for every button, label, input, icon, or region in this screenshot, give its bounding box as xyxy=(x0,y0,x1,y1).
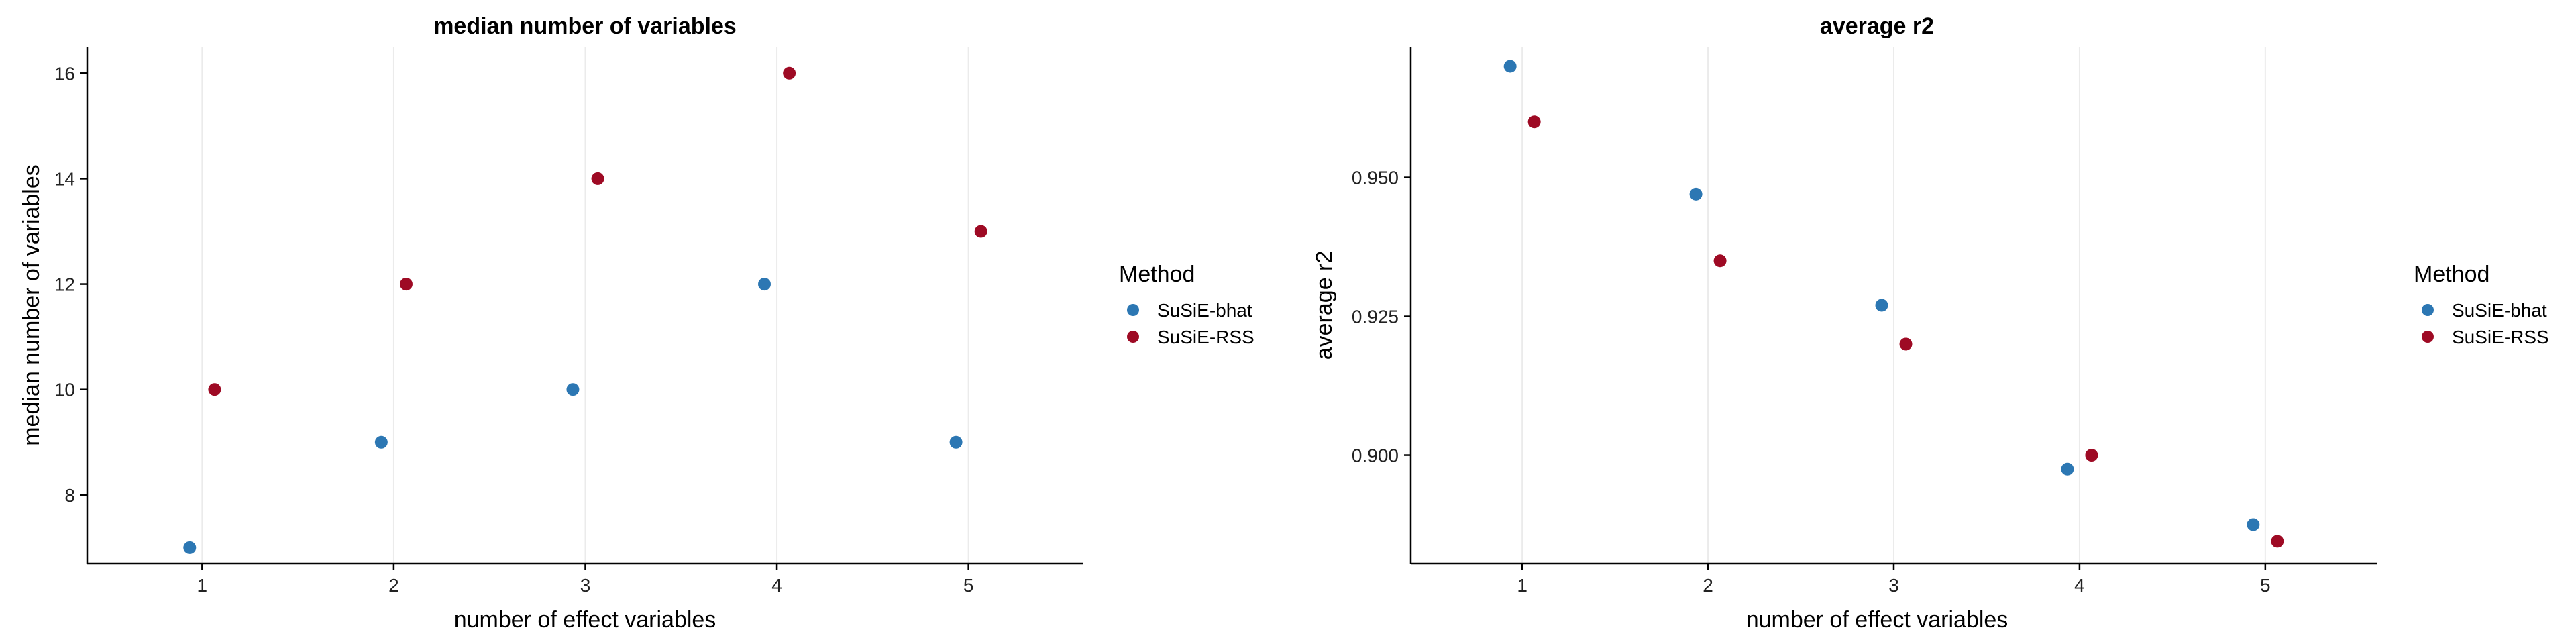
legend-label-susie-bhat: SuSiE-bhat xyxy=(1157,300,1252,321)
legend: Method SuSiE-bhat SuSiE-RSS xyxy=(1119,262,1254,347)
data-point-susie-bhat-x5 xyxy=(2247,518,2260,531)
x-tick-label-3: 3 xyxy=(1888,575,1899,596)
data-point-susie-rss-x1 xyxy=(1527,115,1541,129)
data-point-susie-bhat-x3 xyxy=(566,383,580,396)
data-point-susie-rss-x5 xyxy=(2271,535,2284,548)
y-tick-label-0-950: 0.950 xyxy=(1352,168,1399,189)
data-point-susie-bhat-x3 xyxy=(1875,299,1888,312)
x-tick-label-5: 5 xyxy=(2260,575,2271,596)
legend-title: Method xyxy=(1119,262,1195,287)
x-tick-label-4: 4 xyxy=(2074,575,2085,596)
data-points xyxy=(1503,60,2284,548)
data-point-susie-rss-x3 xyxy=(1899,337,1913,351)
y-tick-label-0-925: 0.925 xyxy=(1352,307,1399,327)
x-axis-title: number of effect variables xyxy=(454,607,716,633)
legend-label-susie-rss: SuSiE-RSS xyxy=(1157,327,1254,347)
y-axis-title: average r2 xyxy=(1311,251,1337,360)
data-point-susie-rss-x2 xyxy=(399,278,413,291)
legend-key-susie-bhat xyxy=(2422,304,2434,316)
x-tick-label-2: 2 xyxy=(1703,575,1713,596)
legend-key-susie-bhat xyxy=(1127,304,1139,316)
data-point-susie-bhat-x1 xyxy=(183,541,197,554)
data-point-susie-bhat-x2 xyxy=(374,435,388,449)
chart-title: average r2 xyxy=(1820,13,1934,39)
data-point-susie-bhat-x1 xyxy=(1503,60,1517,73)
data-point-susie-rss-x5 xyxy=(974,225,987,238)
data-point-susie-rss-x2 xyxy=(1713,254,1727,268)
legend-label-susie-rss: SuSiE-RSS xyxy=(2452,327,2549,347)
data-point-susie-rss-x4 xyxy=(2085,449,2098,462)
legend-key-susie-rss xyxy=(2422,331,2434,343)
x-tick-label-1: 1 xyxy=(1517,575,1527,596)
data-point-susie-bhat-x2 xyxy=(1689,187,1703,201)
data-points xyxy=(183,66,987,554)
data-point-susie-bhat-x5 xyxy=(949,435,963,449)
y-tick-label-16: 16 xyxy=(54,63,75,84)
y-tick-label-0-900: 0.900 xyxy=(1352,445,1399,466)
data-point-susie-rss-x1 xyxy=(208,383,221,396)
x-tick-label-5: 5 xyxy=(963,575,974,596)
data-point-susie-bhat-x4 xyxy=(758,278,771,291)
legend-title: Method xyxy=(2414,262,2489,287)
y-tick-label-12: 12 xyxy=(54,274,75,295)
gridlines xyxy=(1521,47,2266,564)
axis-ticks: 1 2 3 4 5 0.900 0.925 0.950 xyxy=(1352,168,2271,596)
legend: Method SuSiE-bhat SuSiE-RSS xyxy=(2414,262,2549,347)
data-point-susie-rss-x4 xyxy=(783,66,796,80)
gridlines xyxy=(201,47,969,564)
chart-panel-median-number-of-variables: median number of variables number of eff… xyxy=(19,13,1254,633)
legend-key-susie-rss xyxy=(1127,331,1139,343)
chart-panel-average-r2: average r2 number of effect variables av… xyxy=(1311,13,2549,633)
x-tick-label-3: 3 xyxy=(580,575,591,596)
data-point-susie-bhat-x4 xyxy=(2061,462,2074,476)
x-tick-label-2: 2 xyxy=(388,575,399,596)
data-point-susie-rss-x3 xyxy=(591,172,604,185)
y-tick-label-14: 14 xyxy=(54,168,75,189)
x-tick-label-1: 1 xyxy=(197,575,208,596)
y-tick-label-8: 8 xyxy=(64,485,75,506)
y-tick-label-10: 10 xyxy=(54,380,75,400)
legend-label-susie-bhat: SuSiE-bhat xyxy=(2452,300,2547,321)
y-axis-title: median number of variables xyxy=(19,164,44,446)
x-tick-label-4: 4 xyxy=(771,575,782,596)
x-axis-title: number of effect variables xyxy=(1746,607,2008,633)
chart-title: median number of variables xyxy=(433,13,737,39)
